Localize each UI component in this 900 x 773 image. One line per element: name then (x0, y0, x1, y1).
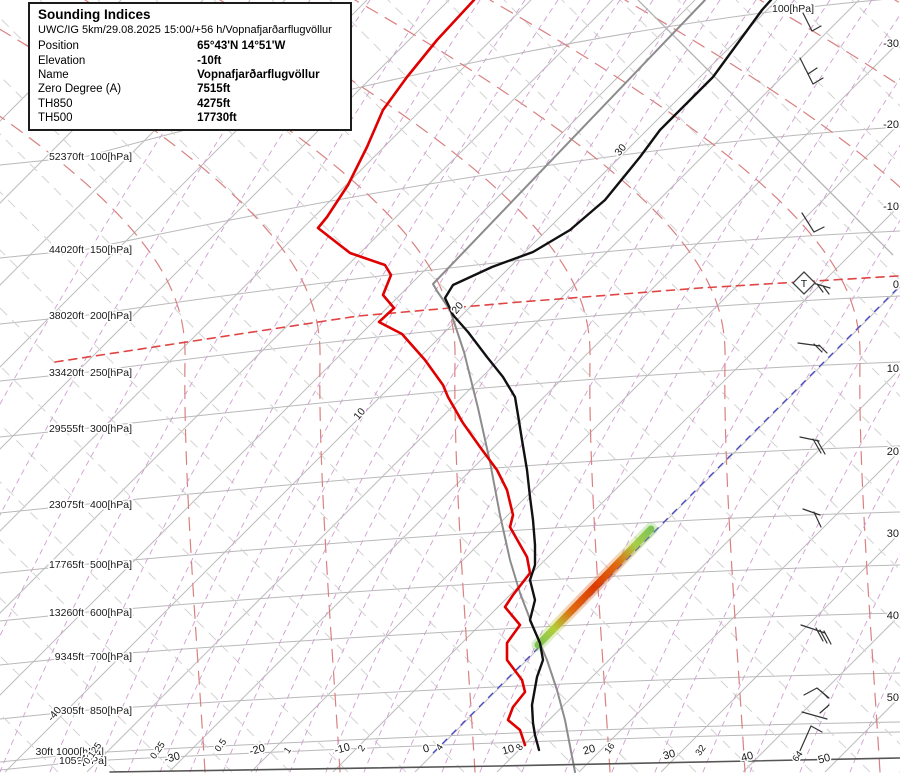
svg-text:50: 50 (887, 692, 899, 704)
svg-text:38020ft: 38020ft (49, 310, 84, 322)
svg-text:700[hPa]: 700[hPa] (90, 651, 132, 663)
svg-text:44020ft: 44020ft (49, 244, 84, 256)
svg-text:30: 30 (662, 748, 677, 763)
indices-row-value: 65°43'N 14°51'W (197, 40, 286, 53)
indices-row-label: Name (38, 68, 69, 81)
svg-text:10: 10 (887, 363, 899, 375)
wind-barb-icon (802, 12, 822, 32)
tropopause-marker-icon: T (792, 271, 816, 295)
svg-text:52370ft: 52370ft (49, 151, 84, 163)
svg-text:23075ft: 23075ft (49, 499, 84, 511)
svg-text:64: 64 (790, 749, 805, 764)
indices-row-label: Zero Degree (A) (38, 83, 122, 96)
svg-text:300[hPa]: 300[hPa] (90, 423, 132, 435)
svg-text:100[hPa]: 100[hPa] (90, 151, 132, 163)
svg-text:-30: -30 (163, 750, 181, 766)
svg-text:100[hPa]: 100[hPa] (772, 3, 814, 15)
svg-text:10: 10 (501, 743, 516, 758)
indices-row-value: Vopnafjarðarflugvöllur (197, 68, 320, 81)
indices-table: Position 65°43'N 14°51'W Elevation -10ft Nam… (38, 39, 344, 125)
svg-text:50: 50 (817, 752, 832, 767)
wind-barb-icon (799, 436, 826, 455)
indices-row: Position 65°43'N 14°51'W (38, 39, 344, 53)
svg-text:400[hPa]: 400[hPa] (90, 499, 132, 511)
svg-text:250[hPa]: 250[hPa] (90, 367, 132, 379)
svg-text:13260ft: 13260ft (49, 607, 84, 619)
svg-text:-20: -20 (248, 742, 266, 758)
svg-text:16: 16 (602, 741, 617, 756)
indices-row-value: 4275ft (197, 97, 231, 110)
wind-barbs (797, 12, 832, 754)
indices-row-label: TH500 (38, 112, 73, 125)
wind-barb-icon (800, 624, 832, 645)
indices-row: TH500 17730ft (38, 111, 344, 125)
svg-text:0: 0 (422, 743, 431, 756)
temperature-curve (443, 0, 773, 752)
wind-barb-icon (797, 342, 828, 354)
indices-row-label: Position (38, 40, 79, 53)
svg-text:9345ft: 9345ft (55, 651, 84, 663)
indices-row: Zero Degree (A) 7515ft (38, 82, 344, 96)
wind-barb-icon (801, 704, 830, 720)
parcel-curve (432, 0, 706, 773)
svg-text:30: 30 (887, 528, 899, 540)
bottom-axis-line (109, 757, 900, 773)
indices-row-label: TH850 (38, 97, 73, 110)
zero-degree-isotherm-line (432, 287, 899, 754)
svg-text:32: 32 (693, 743, 708, 758)
svg-text:600[hPa]: 600[hPa] (90, 607, 132, 619)
indices-row-value: -10ft (197, 54, 222, 67)
svg-text:20: 20 (582, 743, 597, 758)
svg-text:-40: -40 (76, 751, 94, 767)
indices-row: TH850 4275ft (38, 97, 344, 111)
svg-text:20: 20 (887, 446, 899, 458)
indices-row-label: Elevation (38, 54, 86, 67)
wind-barb-icon (801, 212, 825, 233)
svg-text:850[hPa]: 850[hPa] (90, 705, 132, 717)
dewpoint-curve (316, 0, 532, 747)
svg-text:33420ft: 33420ft (49, 367, 84, 379)
svg-text:0: 0 (893, 279, 899, 291)
svg-text:10: 10 (351, 406, 368, 423)
svg-text:-10: -10 (333, 741, 351, 757)
svg-text:17765ft: 17765ft (49, 559, 84, 571)
indices-row: Elevation -10ft (38, 53, 344, 67)
svg-text:1000[hPa]: 1000[hPa] (56, 746, 104, 758)
panel-title: Sounding Indices (38, 7, 151, 22)
extra-gray-adiabat (637, 0, 894, 256)
svg-text:0.5: 0.5 (213, 737, 230, 754)
svg-text:-10: -10 (883, 201, 899, 213)
svg-text:1: 1 (282, 745, 294, 756)
svg-text:200[hPa]: 200[hPa] (90, 310, 132, 322)
svg-text:30ft: 30ft (35, 746, 53, 758)
svg-text:-30: -30 (883, 38, 899, 50)
svg-text:-20: -20 (883, 119, 899, 131)
indices-row: Name Vopnafjarðarflugvöllur (38, 68, 344, 82)
wind-barb-icon (802, 508, 822, 528)
svg-text:500[hPa]: 500[hPa] (90, 559, 132, 571)
wind-barb-icon (799, 57, 824, 85)
svg-text:2: 2 (356, 743, 368, 754)
svg-text:150[hPa]: 150[hPa] (90, 244, 132, 256)
wind-barb-icon (803, 687, 830, 699)
svg-text:1050[hPa]: 1050[hPa] (59, 755, 107, 767)
wind-barb-icon (798, 725, 823, 754)
panel-source-line: UWC/IG 5km/29.08.2025 15:00/+56 h/Vopnaf… (38, 24, 332, 36)
indices-row-value: 7515ft (197, 83, 231, 96)
sounding-indices-panel: Sounding Indices UWC/IG 5km/29.08.2025 1… (28, 2, 352, 132)
indices-row-value: 17730ft (197, 112, 237, 125)
gradient-severity-segment (531, 522, 658, 652)
svg-text:29555ft: 29555ft (49, 423, 84, 435)
svg-text:40: 40 (887, 610, 899, 622)
svg-text:T: T (801, 278, 808, 290)
svg-text:4305ft: 4305ft (55, 705, 84, 717)
svg-text:40: 40 (740, 750, 755, 765)
